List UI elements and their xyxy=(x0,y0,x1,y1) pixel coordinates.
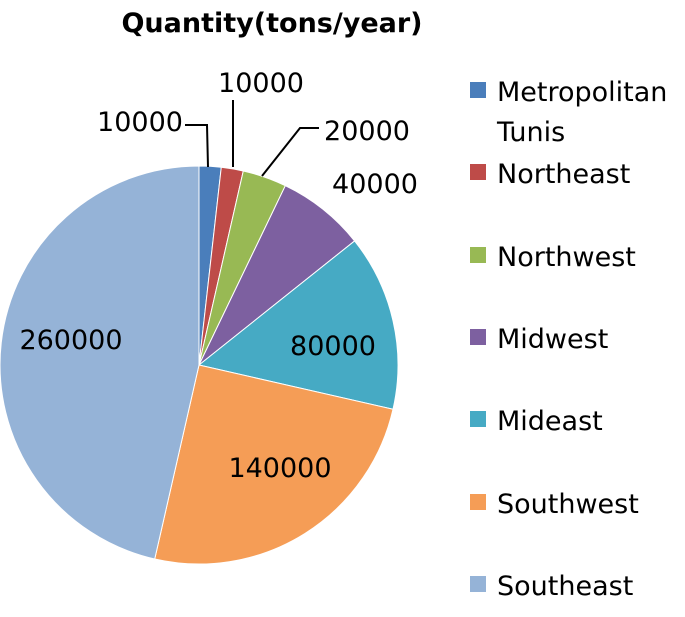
legend-item-southwest: Southwest xyxy=(470,489,639,520)
leader-lines xyxy=(185,100,319,177)
legend-swatch xyxy=(470,494,486,510)
legend-swatch xyxy=(470,164,486,180)
legend-item-northwest: Northwest xyxy=(470,242,636,273)
leader-line-metropolitan-tunis xyxy=(185,124,209,168)
data-label-southeast: 260000 xyxy=(19,325,122,356)
legend-label: Tunis xyxy=(496,117,565,148)
pie-slice-southeast xyxy=(0,165,200,560)
legend-label: Northwest xyxy=(497,242,636,273)
data-label-northwest: 20000 xyxy=(324,116,410,147)
chart-title: Quantity(tons/year) xyxy=(121,8,422,39)
data-label-southwest: 140000 xyxy=(228,453,331,484)
legend: Metropolitan Tunis Northeast Northwest Midwe… xyxy=(470,77,667,602)
legend-label: Mideast xyxy=(497,406,603,437)
pie-slice-southwest xyxy=(154,364,394,565)
legend-swatch xyxy=(470,576,486,592)
legend-item-northeast: Northeast xyxy=(470,159,630,190)
legend-item-mideast: Mideast xyxy=(470,406,603,437)
legend-label: Southwest xyxy=(497,489,639,520)
data-label-mideast: 80000 xyxy=(290,331,376,362)
legend-item-midwest: Midwest xyxy=(470,324,608,355)
pie-slice-mideast xyxy=(197,240,399,410)
legend-swatch xyxy=(470,329,486,345)
leader-line-northwest xyxy=(261,127,319,177)
legend-item-metropolitan-tunis: Metropolitan Tunis xyxy=(470,77,667,148)
legend-label: Midwest xyxy=(497,324,608,355)
legend-label: Metropolitan xyxy=(497,77,667,108)
pie-slices xyxy=(0,165,399,565)
data-label-northeast: 10000 xyxy=(218,68,304,99)
data-label-metropolitan-tunis: 10000 xyxy=(97,107,183,138)
legend-swatch xyxy=(470,247,486,263)
legend-item-southeast: Southeast xyxy=(470,571,633,602)
legend-label: Southeast xyxy=(497,571,633,602)
data-labels: 10000 10000 20000 40000 80000 140000 260000 xyxy=(19,68,417,484)
legend-swatch xyxy=(470,82,486,98)
legend-swatch xyxy=(470,411,486,427)
legend-label: Northeast xyxy=(497,159,630,190)
data-label-midwest: 40000 xyxy=(332,169,418,200)
